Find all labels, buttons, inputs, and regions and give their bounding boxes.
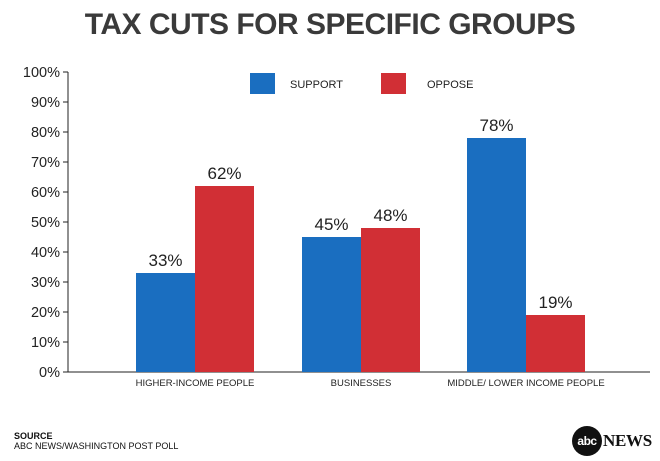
bar-support xyxy=(302,237,361,372)
y-tick-label: 40% xyxy=(31,245,60,261)
x-category-label: MIDDLE/ LOWER INCOME PEOPLE xyxy=(447,378,604,389)
y-tick-label: 80% xyxy=(31,125,60,141)
data-label: 48% xyxy=(373,206,407,225)
y-axis-ticks: 0% 10% 20% 30% 40% 50% 60% 70% 80% 90% 100% xyxy=(23,65,68,381)
y-tick-label: 60% xyxy=(31,185,60,201)
y-tick-label: 100% xyxy=(23,65,60,81)
x-axis-labels: HIGHER-INCOME PEOPLE BUSINESSES MIDDLE/ LO… xyxy=(136,378,605,389)
data-label: 45% xyxy=(314,215,348,234)
data-label: 78% xyxy=(479,116,513,135)
legend-swatch-support xyxy=(250,73,275,94)
y-tick-label: 50% xyxy=(31,215,60,231)
legend-swatch-oppose xyxy=(381,73,406,94)
abc-circle-logo: abc xyxy=(572,426,602,456)
x-category-label: BUSINESSES xyxy=(331,378,392,389)
y-tick-label: 90% xyxy=(31,95,60,111)
data-label: 33% xyxy=(148,251,182,270)
y-tick-label: 70% xyxy=(31,155,60,171)
bar-oppose xyxy=(195,186,254,372)
data-label: 19% xyxy=(538,293,572,312)
y-tick-label: 30% xyxy=(31,275,60,291)
abc-news-logo: abc NEWS xyxy=(572,426,652,456)
legend: SUPPORT OPPOSE xyxy=(250,73,473,94)
source-title: SOURCE xyxy=(14,431,53,441)
data-label: 62% xyxy=(207,164,241,183)
y-tick-label: 20% xyxy=(31,305,60,321)
legend-label-oppose: OPPOSE xyxy=(427,79,473,91)
bar-support xyxy=(136,273,195,372)
legend-label-support: SUPPORT xyxy=(290,79,343,91)
bar-oppose xyxy=(361,228,420,372)
chart-title: TAX CUTS FOR SPECIFIC GROUPS xyxy=(84,8,576,41)
y-tick-label: 0% xyxy=(39,365,60,381)
bar-oppose xyxy=(526,315,585,372)
source-text: ABC NEWS/WASHINGTON POST POLL xyxy=(14,441,179,451)
source-note: SOURCE ABC NEWS/WASHINGTON POST POLL xyxy=(14,431,178,451)
y-tick-label: 10% xyxy=(31,335,60,351)
bar-support xyxy=(467,138,526,372)
x-category-label: HIGHER-INCOME PEOPLE xyxy=(136,378,255,389)
bars-group: 33% 62% 45% 48% 78% 19% xyxy=(136,116,585,372)
news-wordmark: NEWS xyxy=(603,431,652,450)
